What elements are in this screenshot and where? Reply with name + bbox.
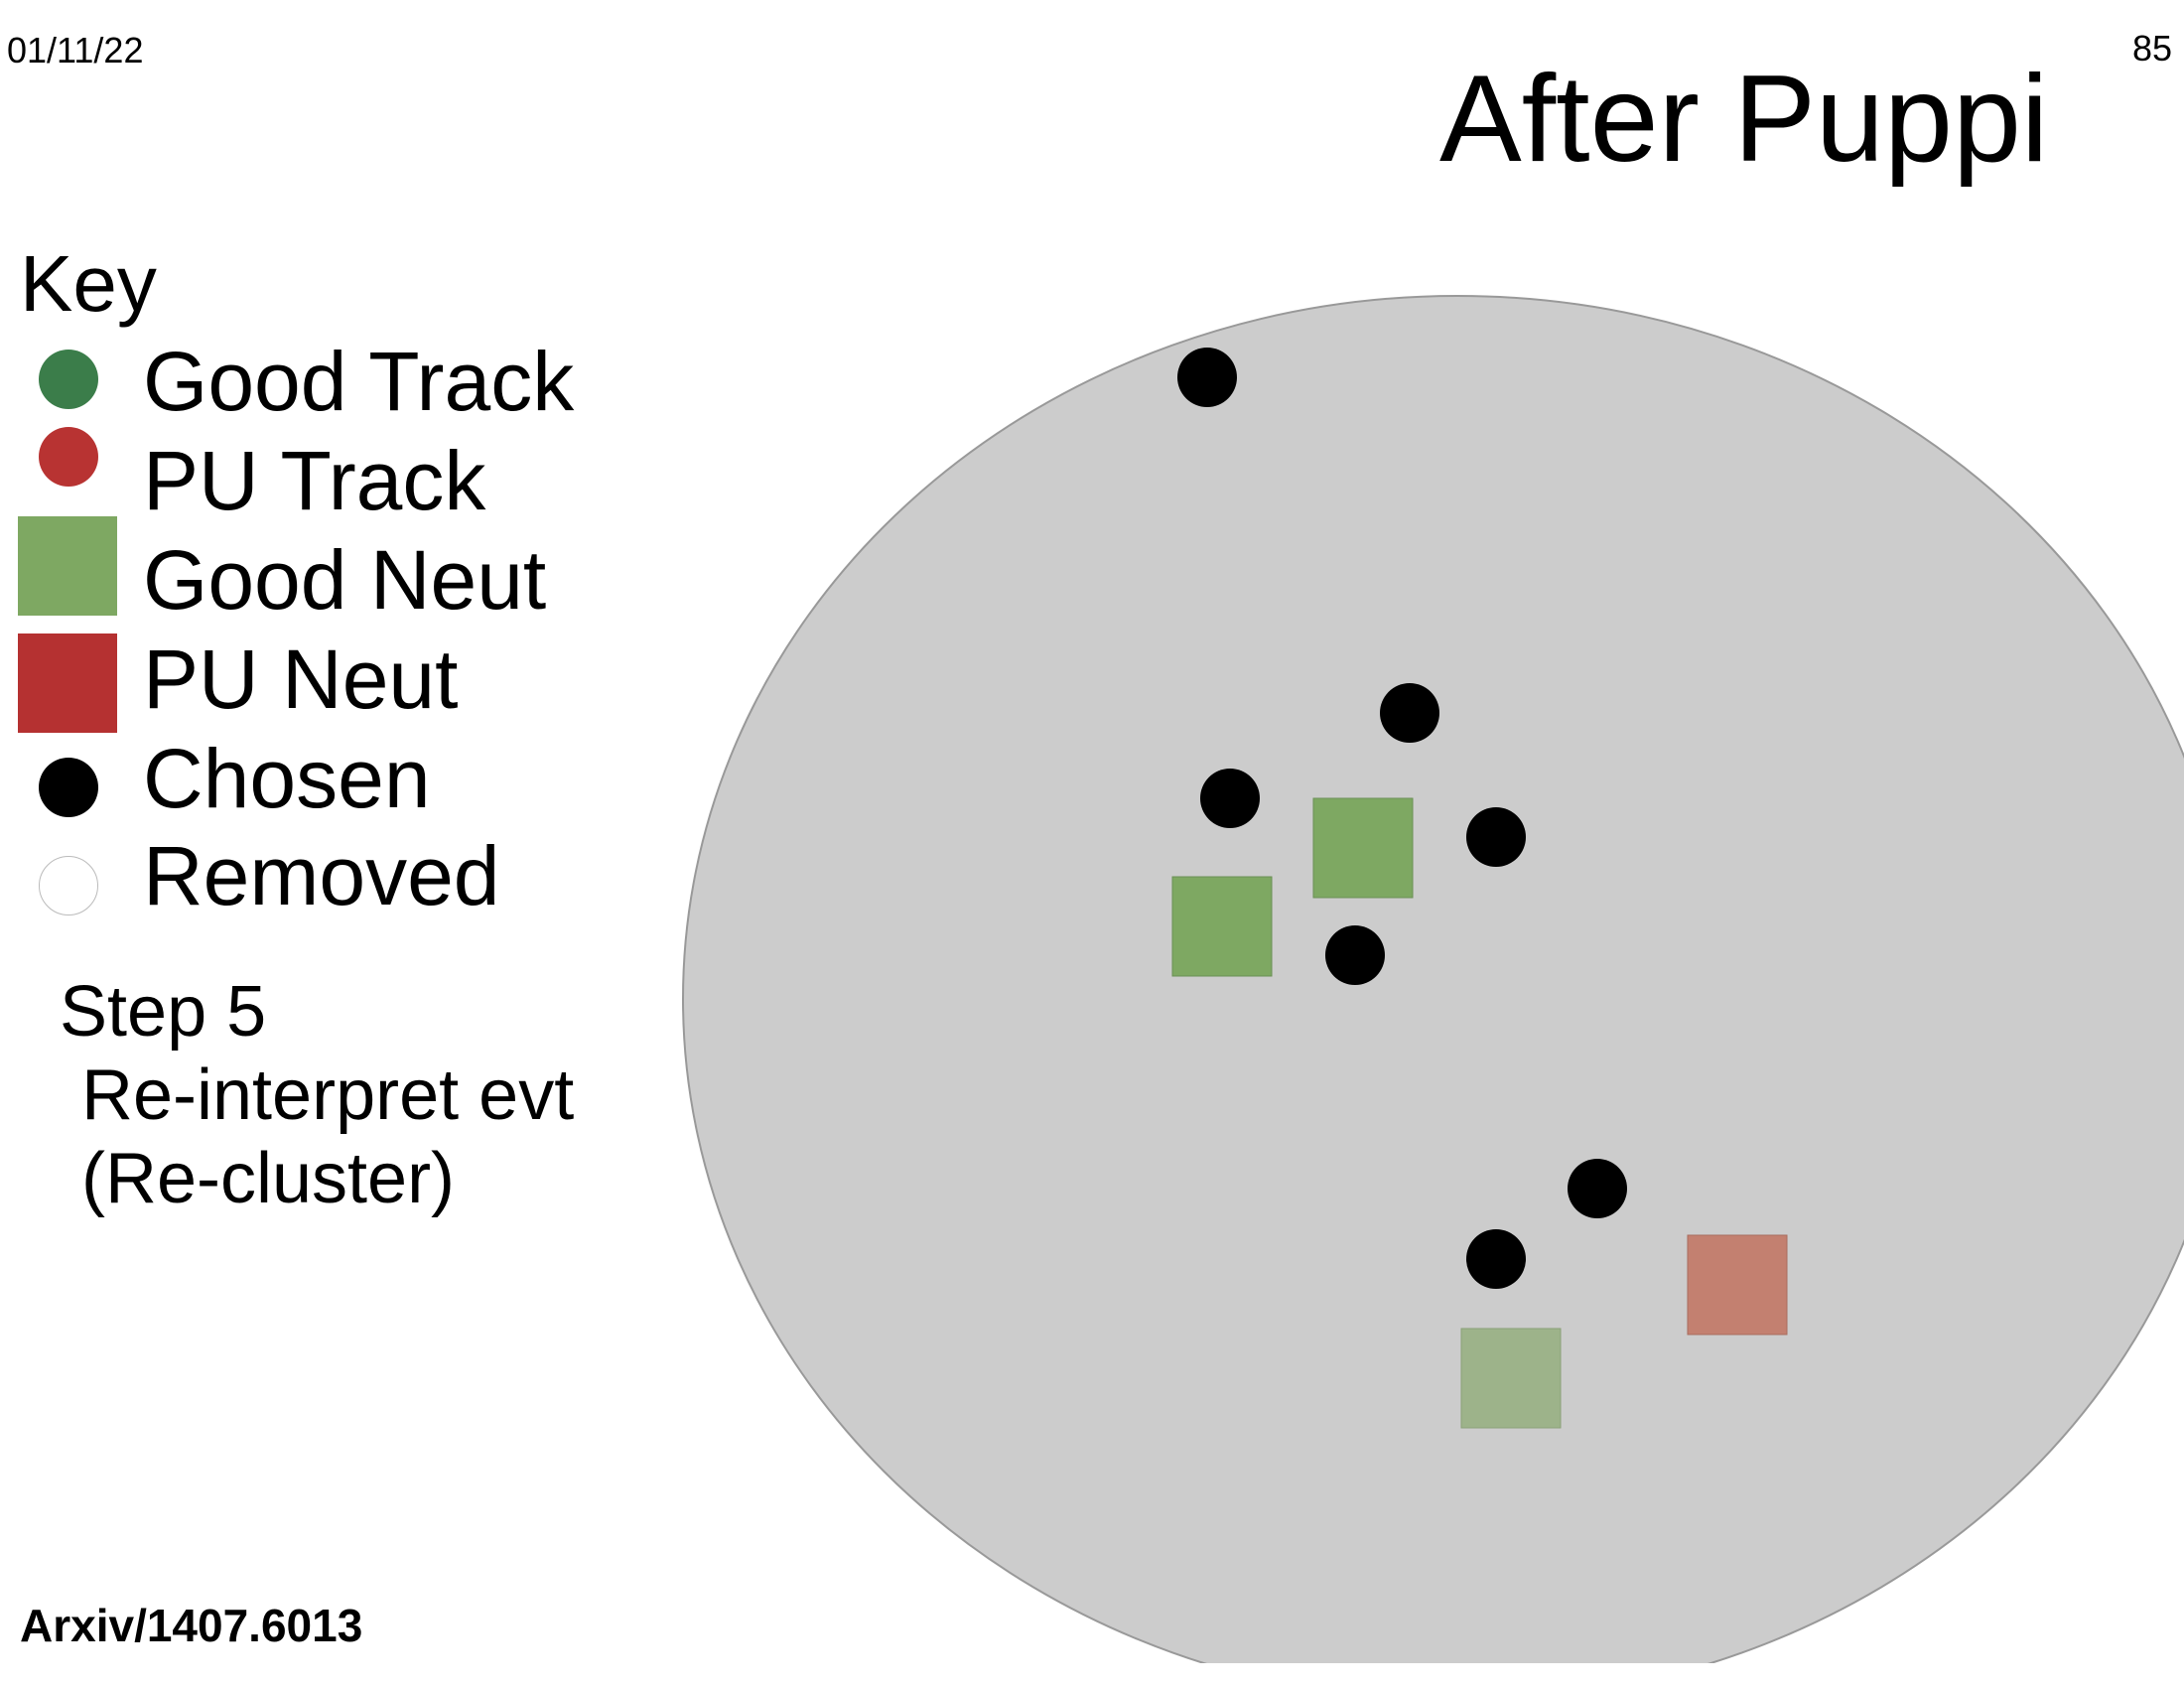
slide-date: 01/11/22 [7, 30, 144, 70]
chosen-particle [1380, 683, 1439, 743]
chosen-particle [1466, 807, 1526, 867]
good-neutral-particle [1460, 1328, 1562, 1429]
pu-neut-icon [18, 633, 117, 733]
good-track-icon [39, 350, 98, 409]
chosen-particle [1200, 769, 1260, 828]
event-region [682, 295, 2184, 1663]
step-heading: Step 5 [60, 972, 267, 1052]
citation: Arxiv/1407.6013 [20, 1600, 363, 1651]
slide-title: After Puppi [1439, 51, 2049, 188]
legend-label-pu-track: PU Track [143, 434, 486, 527]
good-neutral-particle [1312, 797, 1414, 899]
page-number: 85 [2131, 28, 2172, 69]
chosen-particle [1325, 925, 1385, 985]
pu-neutral-particle [1687, 1234, 1788, 1336]
good-neut-icon [18, 516, 117, 616]
good-neutral-particle [1171, 876, 1273, 977]
legend-title: Key [20, 239, 157, 328]
chosen-particle [1177, 348, 1237, 407]
step-description-note: (Re-cluster) [81, 1139, 456, 1218]
legend-label-pu-neut: PU Neut [143, 633, 459, 726]
legend-label-good-track: Good Track [143, 335, 575, 428]
legend-label-good-neut: Good Neut [143, 533, 547, 627]
legend-label-chosen: Chosen [143, 732, 431, 825]
chosen-icon [39, 758, 98, 817]
pu-track-icon [39, 427, 98, 487]
step-description: Re-interpret evt [81, 1055, 575, 1135]
removed-icon [39, 856, 98, 915]
legend-label-removed: Removed [143, 829, 500, 922]
chosen-particle [1568, 1159, 1627, 1218]
chosen-particle [1466, 1229, 1526, 1289]
